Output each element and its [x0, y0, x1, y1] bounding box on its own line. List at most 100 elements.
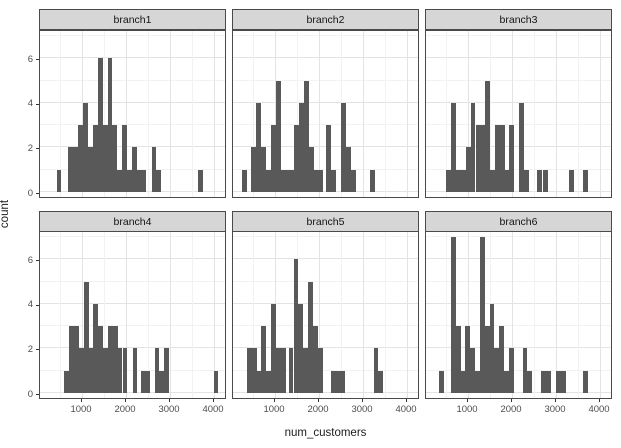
grid-line-major: [82, 31, 84, 197]
y-tick-label: 6: [27, 254, 33, 266]
grid-line-major: [426, 57, 611, 59]
histogram-bar: [98, 326, 104, 393]
histogram-bar: [78, 348, 84, 393]
histogram-bar: [251, 147, 257, 192]
histogram-bar: [304, 80, 309, 192]
histogram-bar: [256, 370, 262, 393]
histogram-bar: [64, 370, 70, 393]
histogram-bar: [335, 370, 341, 393]
grid-line-major: [233, 146, 418, 148]
histogram-bar: [103, 348, 108, 393]
x-axis-tick: [125, 399, 127, 402]
histogram-bar: [308, 147, 314, 192]
histogram-bar: [78, 125, 84, 192]
y-axis-tick: [36, 349, 39, 351]
y-tick-label: 2: [27, 142, 33, 154]
histogram-bar: [499, 326, 505, 393]
histogram-bar: [97, 58, 103, 192]
histogram-bar: [136, 169, 142, 192]
grid-line-minor: [40, 280, 225, 282]
histogram-bar: [145, 370, 151, 393]
x-tick-label: 3000: [351, 404, 373, 415]
histogram-bar: [465, 147, 471, 192]
histogram-bar: [303, 348, 308, 393]
facet-strip-branch1: branch1: [39, 9, 226, 30]
histogram-bar: [455, 326, 461, 393]
y-tick-label: 6: [27, 53, 33, 65]
histogram-bar: [107, 58, 113, 192]
histogram-bar: [582, 169, 588, 192]
grid-line-major: [556, 232, 558, 398]
histogram-bar: [74, 326, 79, 393]
grid-line-major: [426, 146, 611, 148]
grid-line-minor: [233, 369, 418, 371]
histogram-bar: [69, 326, 75, 393]
grid-line-major: [426, 258, 611, 260]
histogram-bar: [340, 370, 346, 393]
histogram-bar: [266, 370, 272, 393]
y-tick-label: 4: [27, 299, 33, 311]
histogram-bar: [68, 147, 74, 192]
histogram-bar: [308, 281, 313, 393]
grid-line-minor: [233, 325, 418, 327]
facet-strip-branch5: branch5: [232, 211, 419, 232]
grid-line-minor: [40, 124, 225, 126]
histogram-bar: [293, 259, 299, 393]
x-axis-tick: [169, 399, 171, 402]
grid-line-major: [468, 232, 470, 398]
histogram-bar: [88, 348, 94, 393]
grid-line-minor: [192, 232, 194, 398]
grid-line-major: [600, 31, 602, 197]
histogram-bar: [102, 125, 108, 192]
histogram-bar: [117, 169, 123, 192]
histogram-bar: [271, 125, 276, 192]
histogram-bar: [141, 169, 147, 192]
grid-line-major: [319, 232, 321, 398]
histogram-bar: [509, 125, 515, 192]
histogram-bar: [480, 125, 486, 192]
histogram-bar: [83, 102, 89, 192]
histogram-bar: [256, 102, 261, 192]
grid-line-major: [407, 31, 409, 197]
histogram-bar: [140, 370, 146, 393]
histogram-bar: [112, 326, 118, 393]
histogram-bar: [373, 348, 379, 393]
grid-line-major: [233, 258, 418, 260]
histogram-bar: [132, 348, 138, 393]
x-tick-label: 3000: [158, 404, 180, 415]
facet-strip-label: branch1: [113, 13, 152, 26]
grid-line-minor: [341, 232, 343, 398]
grid-line-major: [214, 232, 216, 398]
grid-line-major: [40, 347, 225, 349]
histogram-bar: [261, 326, 267, 393]
facet-strip-branch2: branch2: [232, 9, 419, 30]
histogram-bar: [271, 303, 276, 393]
histogram-bar: [475, 370, 480, 393]
histogram-bar: [83, 281, 89, 393]
grid-line-major: [40, 146, 225, 148]
x-tick-label: 2000: [307, 404, 329, 415]
grid-line-major: [40, 392, 225, 393]
grid-line-minor: [60, 232, 62, 398]
x-tick-label: 4000: [395, 404, 417, 415]
histogram-bar: [107, 326, 113, 393]
grid-line-minor: [253, 232, 255, 398]
grid-line-minor: [426, 280, 611, 282]
x-tick-label: 2000: [114, 404, 136, 415]
histogram-bar: [122, 348, 128, 393]
grid-line-major: [512, 232, 514, 398]
x-axis-tick: [555, 399, 557, 402]
grid-line-major: [426, 347, 611, 349]
histogram-bar: [298, 303, 304, 393]
histogram-bar: [504, 169, 510, 192]
histogram-bar: [475, 125, 481, 192]
histogram-bar: [350, 169, 356, 192]
histogram-bar: [275, 348, 281, 393]
histogram-bar: [198, 169, 203, 192]
y-axis-tick: [36, 260, 39, 262]
grid-line-minor: [385, 232, 387, 398]
grid-line-major: [233, 57, 418, 59]
grid-line-minor: [233, 34, 418, 36]
x-axis-tick: [511, 399, 513, 402]
x-axis-tick: [599, 399, 601, 402]
